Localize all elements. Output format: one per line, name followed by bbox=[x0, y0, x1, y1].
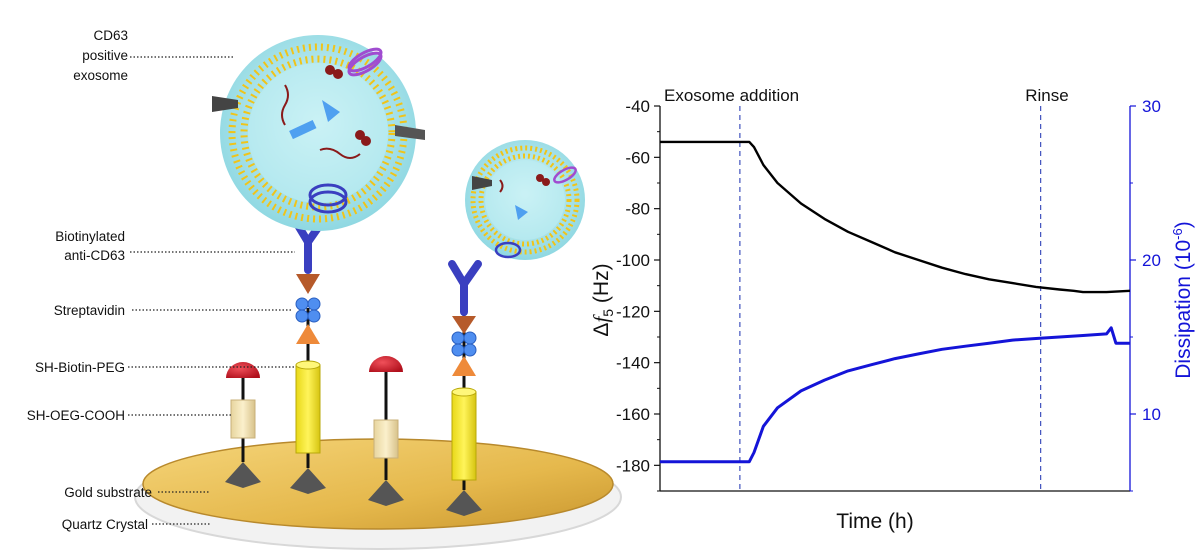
chart-text: -40 -60 -80 -100 -120 -140 -160 -180 30 20 10 Exoso… bbox=[589, 86, 1195, 533]
y-tick-label-left: -180 bbox=[616, 456, 650, 475]
label-quartz: Quartz Crystal bbox=[62, 517, 148, 532]
label-exosome-line1: CD63 bbox=[93, 28, 128, 43]
chart-series bbox=[659, 140, 1131, 464]
peg-cylinder-1 bbox=[295, 364, 321, 454]
oeg-spacer-2 bbox=[373, 419, 399, 459]
antibody-biotin-2 bbox=[452, 316, 476, 334]
oeg-spacer-1 bbox=[230, 399, 256, 439]
frequency-series-line bbox=[660, 140, 1131, 294]
y-tick-label-right: 10 bbox=[1142, 405, 1161, 424]
y-tick-label-left: -80 bbox=[625, 200, 650, 219]
label-oeg-cooh: SH-OEG-COOH bbox=[27, 408, 125, 423]
x-axis-title: Time (h) bbox=[836, 510, 913, 533]
streptavidin-1 bbox=[295, 297, 321, 323]
peg-cylinder-2 bbox=[451, 391, 477, 481]
qcm-chart: -40 -60 -80 -100 -120 -140 -160 -180 30 20 10 Exoso… bbox=[589, 86, 1195, 533]
anti-cd63-antibody-2 bbox=[448, 260, 482, 316]
exosome-large bbox=[212, 35, 425, 231]
y-tick-label-left: -120 bbox=[616, 302, 650, 321]
anchor-pyramid-3 bbox=[368, 480, 404, 506]
biotin-1 bbox=[296, 324, 320, 344]
label-streptavidin: Streptavidin bbox=[54, 303, 125, 318]
label-exosome-line3: exosome bbox=[73, 68, 128, 83]
dissipation-series-line bbox=[660, 326, 1130, 464]
label-antibody-line2: anti-CD63 bbox=[64, 248, 125, 263]
y-tick-label-right: 30 bbox=[1142, 97, 1161, 116]
y-tick-label-left: -60 bbox=[625, 148, 650, 167]
y-tick-label-left: -40 bbox=[625, 97, 650, 116]
antibody-biotin-1 bbox=[296, 274, 320, 294]
y-tick-label-left: -160 bbox=[616, 405, 650, 424]
exosome-small bbox=[465, 140, 585, 260]
anchor-pyramid-2 bbox=[290, 468, 326, 494]
anchor-pyramid-1 bbox=[225, 462, 261, 488]
label-antibody-line1: Biotinylated bbox=[55, 229, 125, 244]
event-annotation: Rinse bbox=[1025, 86, 1068, 105]
cooh-cap-1 bbox=[226, 362, 260, 378]
anchor-pyramid-4 bbox=[446, 490, 482, 516]
label-biotin-peg: SH-Biotin-PEG bbox=[35, 360, 125, 375]
y-tick-label-left: -140 bbox=[616, 354, 650, 373]
biotin-2 bbox=[452, 356, 476, 376]
label-exosome-line2: positive bbox=[82, 48, 128, 63]
y-axis-title-right: Dissipation (10-6) bbox=[1170, 221, 1195, 378]
y-axis-title-left: Δf5 (Hz) bbox=[589, 263, 616, 336]
cooh-cap-2 bbox=[369, 356, 403, 372]
event-annotation: Exosome addition bbox=[664, 86, 799, 105]
chart-axes bbox=[654, 105, 1136, 492]
y-tick-label-left: -100 bbox=[616, 251, 650, 270]
y-tick-label-right: 20 bbox=[1142, 251, 1161, 270]
sensor-schematic: CD63 positive exosome Biotinylated anti-… bbox=[27, 28, 622, 550]
label-gold: Gold substrate bbox=[64, 485, 152, 500]
streptavidin-2 bbox=[451, 331, 477, 357]
